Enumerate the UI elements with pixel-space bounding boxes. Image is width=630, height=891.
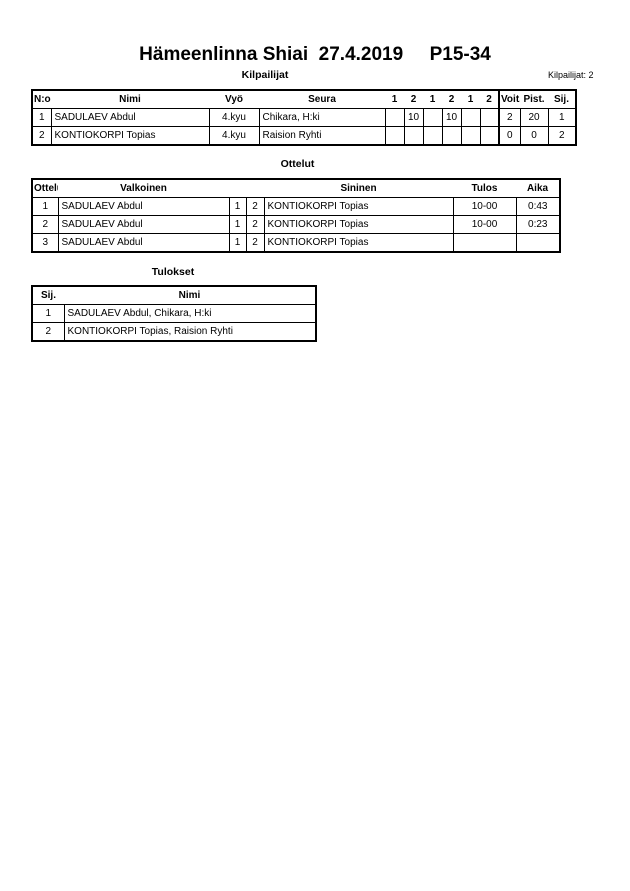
column-header xyxy=(246,179,264,198)
table-row: 3 SADULAEV Abdul 1 2 KONTIOKORPI Topias xyxy=(31,233,561,253)
table-cell: 1 xyxy=(547,108,577,127)
results-table: Sij. Nimi 1 SADULAEV Abdul, Chikara, H:ki 2 K… xyxy=(31,285,317,342)
table-cell: KONTIOKORPI Topias xyxy=(50,126,210,146)
table-row: 2 KONTIOKORPI Topias, Raision Ryhti xyxy=(31,322,317,342)
table-row: 1 SADULAEV Abdul, Chikara, H:ki xyxy=(31,304,317,323)
column-header: 1 xyxy=(423,90,442,109)
table-cell: 1 xyxy=(228,215,247,234)
table-cell: 1 xyxy=(31,304,65,323)
competitors-heading: Kilpailijat xyxy=(241,69,289,81)
table-cell xyxy=(479,126,500,146)
column-header: 2 xyxy=(442,90,461,109)
table-cell: SADULAEV Abdul xyxy=(57,215,230,234)
column-header: Aika xyxy=(516,179,560,198)
table-cell xyxy=(460,126,481,146)
table-cell: SADULAEV Abdul xyxy=(50,108,210,127)
table-cell: 2 xyxy=(245,215,265,234)
table-cell: SADULAEV Abdul xyxy=(57,233,230,253)
table-cell: Raision Ryhti xyxy=(258,126,386,146)
matches-table: OtteluValkoinenSininenTulosAika1SADULAEV… xyxy=(31,178,561,253)
table-cell: 20 xyxy=(519,108,549,127)
table-cell: 0 xyxy=(498,126,521,146)
table-cell: 2 xyxy=(245,197,265,216)
column-header: Ottelu xyxy=(32,179,58,198)
column-header: N:o xyxy=(32,90,51,109)
table-cell: 1 xyxy=(31,108,52,127)
table-cell: 1 xyxy=(228,197,247,216)
table-cell: 10 xyxy=(441,108,462,127)
table-cell: 4.kyu xyxy=(208,108,260,127)
table-row: 2 KONTIOKORPI Topias 4.kyu Raision Ryhti 0 0 2 xyxy=(31,126,577,146)
table-cell xyxy=(441,126,462,146)
column-header: 1 xyxy=(461,90,480,109)
column-header: Sij. xyxy=(548,90,576,109)
header-row: N:o Nimi Vyö Seura 1 2 1 2 1 2 Voit. Pist. Sij. xyxy=(32,90,576,109)
table-cell: 2 xyxy=(547,126,577,146)
matches-heading: Ottelut xyxy=(280,158,315,170)
table-cell: 4.kyu xyxy=(208,126,260,146)
table-cell: 10 xyxy=(403,108,424,127)
table-cell xyxy=(422,126,443,146)
table-cell: 0:23 xyxy=(515,215,561,234)
table-cell: 10-00 xyxy=(452,215,517,234)
table-cell: 2 xyxy=(245,233,265,253)
competitors-table: N:o Nimi Vyö Seura 1 2 1 2 1 2 Voit. Pist. Sij. 1 SADU… xyxy=(31,89,577,146)
column-header: Sininen xyxy=(264,179,453,198)
page-title: Hämeenlinna Shiai 27.4.2019 P15-34 xyxy=(139,44,491,65)
table-row: 2 SADULAEV Abdul 1 2 KONTIOKORPI Topias 10-00… xyxy=(31,215,561,234)
competitor-count: Kilpailijat: 2 xyxy=(548,70,594,80)
table-cell xyxy=(452,233,517,253)
table-cell: 10-00 xyxy=(452,197,517,216)
column-header: Sij. xyxy=(32,286,64,305)
column-header: Seura xyxy=(259,90,385,109)
header-row: Sij. Nimi xyxy=(32,286,316,305)
table-cell: KONTIOKORPI Topias xyxy=(263,215,454,234)
column-header: Valkoinen xyxy=(58,179,229,198)
results-heading: Tulokset xyxy=(151,266,195,278)
table-cell: KONTIOKORPI Topias xyxy=(263,233,454,253)
table-cell xyxy=(403,126,424,146)
column-header: 2 xyxy=(404,90,423,109)
table-row: 1 SADULAEV Abdul 4.kyu Chikara, H:ki 10 10 2 20… xyxy=(31,108,577,127)
column-header: Nimi xyxy=(64,286,316,305)
column-header: Nimi xyxy=(51,90,209,109)
table-cell xyxy=(515,233,561,253)
table-cell: KONTIOKORPI Topias xyxy=(263,197,454,216)
column-header: 2 xyxy=(480,90,499,109)
column-header: Voit. xyxy=(498,90,520,109)
table-cell: 2 xyxy=(31,215,59,234)
table-cell xyxy=(384,126,405,146)
table-cell: KONTIOKORPI Topias, Raision Ryhti xyxy=(63,322,317,342)
table-cell: 1 xyxy=(31,197,59,216)
table-cell: 2 xyxy=(31,126,52,146)
column-header: Pist. xyxy=(520,90,548,109)
table-row: 1 SADULAEV Abdul 1 2 KONTIOKORPI Topias 10-00… xyxy=(31,197,561,216)
column-header: 1 xyxy=(385,90,404,109)
table-cell: 0:43 xyxy=(515,197,561,216)
table-cell: 3 xyxy=(31,233,59,253)
column-header xyxy=(229,179,246,198)
table-cell: SADULAEV Abdul xyxy=(57,197,230,216)
table-cell: 0 xyxy=(519,126,549,146)
table-cell: 2 xyxy=(498,108,521,127)
table-cell: 2 xyxy=(31,322,65,342)
table-cell xyxy=(384,108,405,127)
column-header: Tulos xyxy=(453,179,516,198)
table-cell: SADULAEV Abdul, Chikara, H:ki xyxy=(63,304,317,323)
table-cell xyxy=(479,108,500,127)
table-cell xyxy=(422,108,443,127)
table-cell: 1 xyxy=(228,233,247,253)
column-header: Vyö xyxy=(209,90,259,109)
table-cell: Chikara, H:ki xyxy=(258,108,386,127)
table-cell xyxy=(460,108,481,127)
